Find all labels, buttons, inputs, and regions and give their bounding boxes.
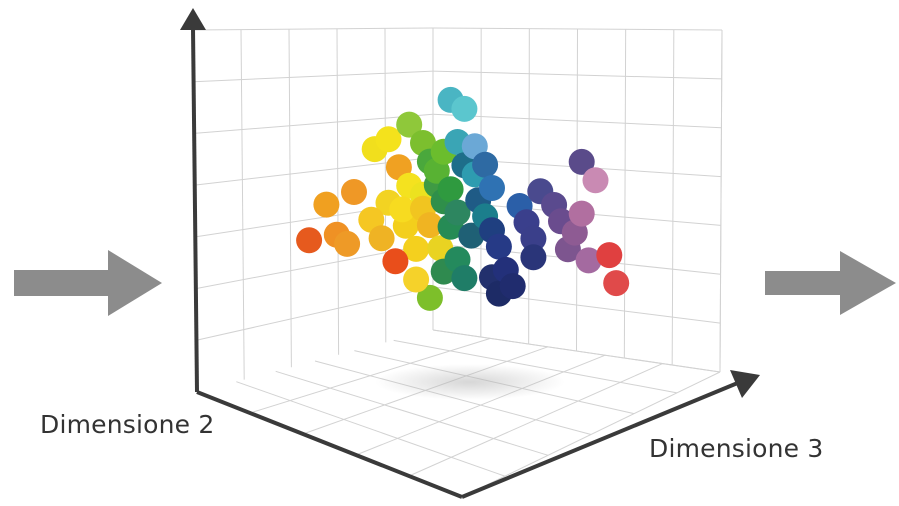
vertical-axis: [191, 27, 199, 393]
data-point: [341, 179, 367, 205]
data-point: [568, 200, 595, 227]
data-point: [296, 227, 323, 254]
data-point: [472, 151, 499, 178]
data-point: [451, 265, 478, 292]
gridline-floor: [249, 337, 491, 414]
data-point: [479, 175, 505, 201]
gridline-left-wall-vertical: [336, 28, 340, 355]
scatter-points: [296, 86, 630, 311]
dimension-2-axis-label: Dimensione 2: [40, 410, 215, 439]
right-flow-arrow-icon: [765, 251, 896, 315]
gridline-top-edge: [432, 27, 723, 31]
data-point: [403, 266, 430, 293]
data-point: [416, 284, 443, 311]
gridline-top-edge: [192, 27, 434, 31]
data-point: [416, 212, 443, 239]
data-point: [368, 225, 395, 252]
dimension-3-axis: [461, 380, 741, 499]
data-point: [458, 222, 485, 249]
dimension-3-axis-arrowhead-icon: [730, 370, 760, 398]
gridline-right-wall-vertical: [671, 29, 675, 366]
data-point: [403, 235, 430, 262]
gridline-floor: [408, 363, 663, 477]
gridline-floor: [275, 370, 549, 456]
data-point: [396, 111, 423, 138]
data-point: [520, 225, 547, 252]
gridline-right-wall-vertical: [576, 28, 578, 352]
gridline-left-wall-horizontal: [193, 70, 434, 83]
gridline-left-wall-vertical: [288, 29, 292, 368]
chart-axes: [180, 8, 760, 499]
data-point: [575, 247, 602, 274]
data-point: [334, 230, 361, 257]
data-point: [582, 167, 609, 194]
gridline-floor: [236, 381, 506, 477]
gridline-left-wall-horizontal: [194, 113, 434, 134]
data-point: [568, 148, 595, 175]
left-flow-arrow-icon: [14, 250, 162, 316]
gridline-right-wall-vertical: [623, 29, 627, 359]
data-point: [485, 233, 512, 260]
gridline-floor: [393, 339, 678, 394]
point-cloud-shadow: [375, 364, 565, 400]
dimension-2-axis: [196, 390, 463, 499]
data-point: [313, 191, 340, 218]
gridline-floor: [355, 354, 606, 456]
data-point: [444, 199, 471, 226]
data-point: [520, 244, 547, 271]
dimension-3-axis-label: Dimensione 3: [649, 434, 824, 463]
data-point: [596, 242, 623, 269]
data-point: [603, 270, 630, 297]
data-point: [499, 273, 526, 300]
gridline-floor-edge: [432, 329, 721, 373]
data-point: [437, 176, 464, 203]
data-point: [382, 248, 409, 275]
gridline-floor: [461, 371, 721, 498]
gridline-left-wall-vertical: [240, 29, 245, 380]
gridline-left-wall-horizontal: [196, 286, 434, 341]
gridline-right-wall-edge: [719, 29, 723, 373]
vertical-axis-arrowhead-icon: [180, 8, 206, 30]
data-point: [451, 95, 478, 122]
data-point: [389, 196, 416, 223]
gridline-left-wall-vertical: [384, 28, 387, 343]
data-point: [375, 126, 402, 153]
